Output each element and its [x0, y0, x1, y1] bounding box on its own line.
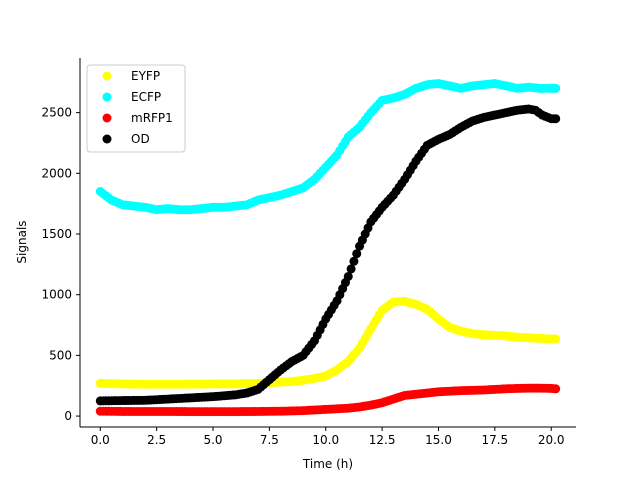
x-tick-label: 12.5 [369, 433, 396, 447]
series-mrfp1 [95, 383, 561, 417]
legend-label-mrfp1: mRFP1 [131, 111, 173, 125]
legend-marker-eyfp [102, 71, 112, 81]
x-tick-label: 10.0 [312, 433, 339, 447]
data-point [551, 384, 561, 394]
data-point [551, 83, 561, 93]
x-tick-label: 20.0 [538, 433, 565, 447]
data-point [551, 334, 561, 344]
y-tick-label: 0 [64, 409, 72, 423]
data-point [343, 271, 353, 281]
data-point [346, 264, 356, 274]
legend: EYFP ECFP mRFP1 OD [86, 64, 186, 153]
x-tick-label: 2.5 [147, 433, 166, 447]
legend-marker-od [102, 134, 112, 144]
data-point [551, 114, 561, 124]
x-tick-label: 7.5 [260, 433, 279, 447]
legend-label-od: OD [131, 132, 150, 146]
legend-marker-mrfp1 [102, 113, 112, 123]
legend-box [86, 64, 186, 153]
y-axis-label: Signals [15, 220, 29, 263]
axes-layer [79, 58, 576, 428]
legend-label-ecfp: ECFP [131, 90, 161, 104]
series-od [95, 104, 561, 406]
x-tick-label: 17.5 [481, 433, 508, 447]
x-tick-label: 5.0 [203, 433, 222, 447]
data-point [349, 256, 359, 266]
y-tick-label: 500 [49, 348, 72, 362]
series-eyfp [95, 296, 561, 389]
y-tick-label: 1500 [41, 227, 72, 241]
series-ecfp [95, 78, 561, 215]
y-tick-label: 2500 [41, 106, 72, 120]
series-layer [95, 78, 561, 417]
y-tick-label: 1000 [41, 288, 72, 302]
legend-label-eyfp: EYFP [131, 69, 160, 83]
data-point [352, 249, 362, 259]
ticks-layer: 0.0 2.5 5.0 7.5 10.0 12.5 15.0 17.5 20.0 0 500 1000… [41, 106, 564, 447]
x-tick-label: 15.0 [425, 433, 452, 447]
x-tick-label: 0.0 [91, 433, 110, 447]
legend-marker-ecfp [102, 92, 112, 102]
y-tick-label: 2000 [41, 166, 72, 180]
x-axis-label: Time (h) [302, 457, 353, 471]
